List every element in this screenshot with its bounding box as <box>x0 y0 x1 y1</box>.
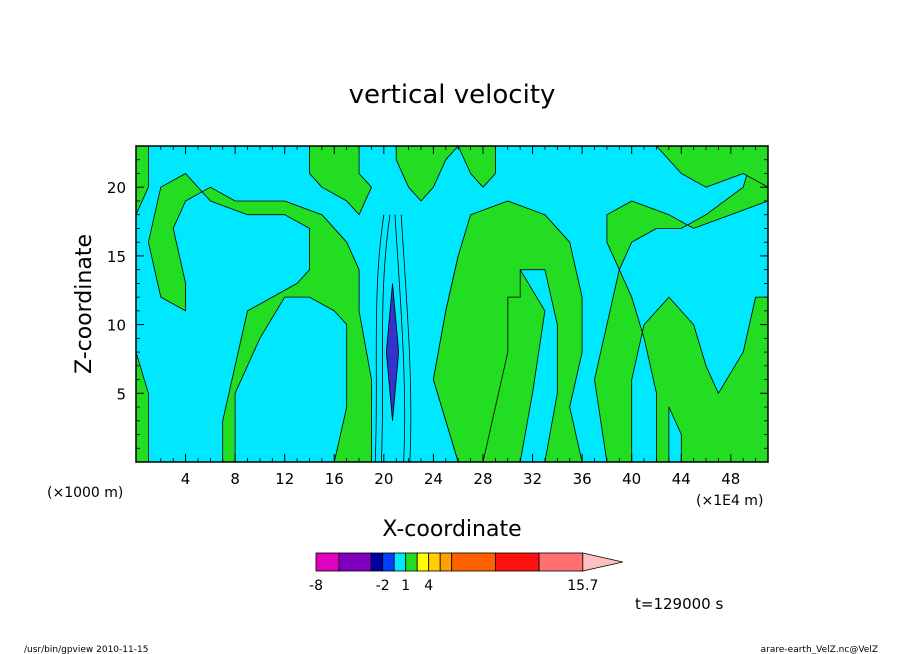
x-tick-label: 20 <box>374 470 393 488</box>
colorbar-swatch <box>315 552 340 572</box>
x-tick-label: 48 <box>721 470 740 488</box>
footer-left: /usr/bin/gpview 2010-11-15 <box>24 645 148 654</box>
colorbar-swatch <box>451 552 496 572</box>
x-axis-label: X-coordinate <box>382 517 521 542</box>
colorbar-label: -8 <box>309 578 323 594</box>
footer-right: arare-earth_VelZ.nc@VelZ <box>761 645 878 654</box>
plot-frame <box>135 145 769 463</box>
colorbar-swatch <box>393 552 407 572</box>
x-tick-label: 32 <box>523 470 542 488</box>
x-tick-label: 40 <box>622 470 641 488</box>
contour-filament <box>394 214 406 462</box>
colorbar-label: 1 <box>401 578 410 594</box>
y-tick-label: 15 <box>107 248 126 266</box>
contour-band-left-plume <box>147 173 372 462</box>
colorbar-label: 15.7 <box>567 578 598 594</box>
colorbar-swatch <box>494 552 540 572</box>
x-tick-label: 28 <box>473 470 492 488</box>
contour-filament <box>400 214 412 462</box>
chart-title: vertical velocity <box>349 80 556 110</box>
y-tick-label: 20 <box>107 179 126 197</box>
x-tick-label: 36 <box>573 470 592 488</box>
contour-band-left-edge <box>136 146 149 216</box>
colorbar-swatch <box>538 552 584 572</box>
updraft-core <box>385 283 400 421</box>
y-axis-label: Z-coordinate <box>72 234 97 374</box>
colorbar-swatch <box>338 552 372 572</box>
y-tick-label: 10 <box>107 317 126 335</box>
colorbar-swatch <box>439 552 453 572</box>
colorbar-swatch <box>382 552 395 572</box>
contour-band-right-arch <box>432 200 583 462</box>
x-tick-label: 44 <box>672 470 691 488</box>
x-tick-label: 16 <box>325 470 344 488</box>
time-label: t=129000 s <box>635 595 723 613</box>
colorbar: -8 -2 1 4 15.7 <box>309 552 623 594</box>
colorbar-swatch <box>405 552 418 572</box>
colorbar-swatch <box>416 552 430 572</box>
x-unit-right: (×1E4 m) <box>696 493 763 509</box>
colorbar-label: 4 <box>424 578 433 594</box>
contour-filament <box>380 214 391 462</box>
contour-filament <box>374 214 385 462</box>
contour-band-top-right-corner <box>656 146 768 188</box>
x-tick-label: 4 <box>181 470 191 488</box>
contour-band-far-right-band <box>594 146 768 462</box>
y-tick-label: 5 <box>116 385 126 403</box>
contour-band-top-right-blob <box>457 146 496 188</box>
colorbar-arrow <box>582 552 623 572</box>
x-unit-left: (×1000 m) <box>47 485 123 501</box>
contour-band-top-center-blob <box>395 146 459 202</box>
x-tick-label: 24 <box>424 470 443 488</box>
colorbar-swatch <box>370 552 384 572</box>
colorbar-swatch <box>428 552 441 572</box>
x-tick-label: 8 <box>230 470 240 488</box>
colorbar-label: -2 <box>376 578 390 594</box>
contour-band-top-left-blob <box>309 146 372 216</box>
x-tick-label: 12 <box>275 470 294 488</box>
